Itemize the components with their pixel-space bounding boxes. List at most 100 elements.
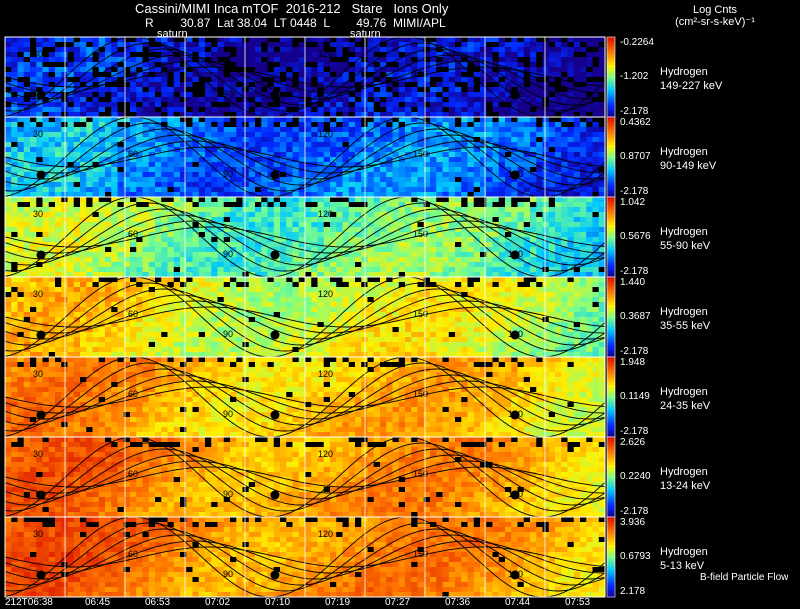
- colorbar-segment: [607, 79, 615, 82]
- colorbar-segment: [607, 485, 615, 488]
- colorbar-segment: [607, 313, 615, 316]
- colorbar-segment: [607, 49, 615, 52]
- colorbar-segment: [607, 427, 615, 430]
- colorbar-segment: [607, 135, 615, 138]
- colorbar-segment: [607, 277, 615, 280]
- colorbar-segment: [607, 415, 615, 418]
- colorbar-segment: [607, 497, 615, 500]
- contour-label: 60: [128, 149, 138, 159]
- species-label: Hydrogen: [660, 546, 708, 558]
- colorbar-segment: [607, 351, 615, 354]
- colorbar-segment: [607, 587, 615, 590]
- species-label: Hydrogen: [660, 66, 708, 78]
- colorbar-min-label: -2.178: [620, 186, 649, 197]
- spin-axis-marker: [270, 570, 280, 580]
- colorbar-segment: [607, 567, 615, 570]
- colorbar-segment: [607, 297, 615, 300]
- colorbar-segment: [607, 517, 615, 520]
- colorbar-segment: [607, 215, 615, 218]
- colorbar-segment: [607, 463, 615, 466]
- colorbar-segment: [607, 85, 615, 88]
- colorbar-segment: [607, 221, 615, 224]
- colorbar-segment: [607, 185, 615, 188]
- colorbar-segment: [607, 173, 615, 176]
- colorbar-segment: [607, 159, 615, 162]
- contour-label: 30: [33, 289, 43, 299]
- colorbar-segment: [607, 549, 615, 552]
- contour-label: 150: [413, 229, 428, 239]
- energy-range-label: 149-227 keV: [660, 80, 723, 92]
- colorbar-segment: [607, 401, 615, 404]
- colorbar-segment: [607, 89, 615, 92]
- colorbar-segment: [607, 293, 615, 296]
- colorbar-segment: [607, 453, 615, 456]
- colorbar-segment: [607, 417, 615, 420]
- panel-7: [5, 517, 606, 598]
- colorbar-segment: [607, 143, 615, 146]
- colorbar-segment: [607, 341, 615, 344]
- colorbar-segment: [607, 319, 615, 322]
- contour-label: 120: [318, 529, 333, 539]
- colorbar-segment: [607, 423, 615, 426]
- contour-label: 30: [33, 449, 43, 459]
- colorbar-segment: [607, 367, 615, 370]
- colorbar-segment: [607, 451, 615, 454]
- colorbar-segment: [607, 585, 615, 588]
- spin-axis-marker: [510, 330, 520, 340]
- colorbar-segment: [607, 111, 615, 114]
- colorbar-min-label: 2.178: [620, 586, 646, 597]
- contour-label: 90: [223, 329, 233, 339]
- colorbar-segment: [607, 521, 615, 524]
- contour-label: 60: [128, 69, 138, 79]
- contour-label: 150: [413, 309, 428, 319]
- colorbar-segment: [607, 579, 615, 582]
- colorbar-segment: [607, 393, 615, 396]
- colorbar-segment: [607, 87, 615, 90]
- time-tick-label: 212T06:38: [5, 597, 53, 608]
- colorbar-segment: [607, 343, 615, 346]
- colorbar-segment: [607, 113, 615, 116]
- colorbar-segment: [607, 309, 615, 312]
- spin-axis-marker: [36, 170, 46, 180]
- colorbar-segment: [607, 543, 615, 546]
- colorbar-segment: [607, 307, 615, 310]
- colorbar-segment: [607, 247, 615, 250]
- panel-1: [5, 37, 606, 118]
- colorbar-segment: [607, 147, 615, 150]
- spin-axis-marker: [270, 90, 280, 100]
- colorbar-segment: [607, 209, 615, 212]
- colorbar-segment: [607, 455, 615, 458]
- colorbar-segment: [607, 93, 615, 96]
- colorbar-segment: [607, 225, 615, 228]
- colorbar-segment: [607, 469, 615, 472]
- colorbar-min-label: -2.178: [620, 266, 649, 277]
- colorbar-segment: [607, 339, 615, 342]
- contour-label: 30: [33, 209, 43, 219]
- colorbar-segment: [607, 437, 615, 440]
- colorbar-segment: [607, 395, 615, 398]
- colorbar-segment: [607, 255, 615, 258]
- colorbar-segment: [607, 515, 615, 518]
- contour-label: 90: [223, 169, 233, 179]
- colorbar-segment: [607, 565, 615, 568]
- contour-label: 30: [33, 129, 43, 139]
- colorbar-segment: [607, 279, 615, 282]
- colorbar-segment: [607, 245, 615, 248]
- colorbar-segment: [607, 379, 615, 382]
- contour-label: 60: [128, 469, 138, 479]
- colorbar-segment: [607, 45, 615, 48]
- time-tick-label: 06:45: [85, 597, 111, 608]
- colorbar-segment: [607, 545, 615, 548]
- colorbar-segment: [607, 237, 615, 240]
- energy-range-label: 24-35 keV: [660, 400, 711, 412]
- colorbar-mid-label: 0.2240: [620, 471, 651, 482]
- colorbar-segment: [607, 37, 615, 40]
- colorbar-segment: [607, 131, 615, 134]
- contour-label: 90: [223, 569, 233, 579]
- colorbar-segment: [607, 157, 615, 160]
- contour-label: 30: [33, 49, 43, 59]
- colorbar-segment: [607, 445, 615, 448]
- colorbar-segment: [607, 249, 615, 252]
- colorbar-segment: [607, 559, 615, 562]
